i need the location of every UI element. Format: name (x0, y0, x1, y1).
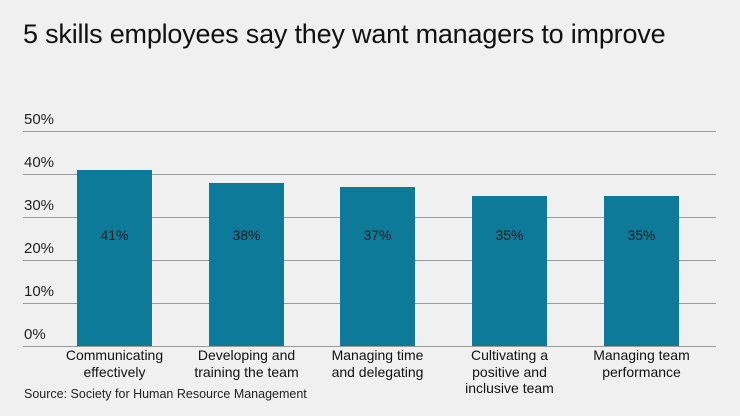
bar-value-label: 41% (100, 227, 129, 244)
y-axis-tick-label: 10% (24, 283, 55, 300)
gridline (23, 131, 716, 132)
source-note: Source: Society for Human Resource Manag… (24, 387, 307, 401)
y-axis-tick-label: 30% (24, 197, 55, 214)
bar-value-label: 38% (232, 227, 261, 244)
gridline (23, 174, 716, 175)
x-axis-category-label: Developing and training the team (194, 347, 299, 380)
y-axis-tick-label: 20% (24, 240, 55, 257)
bar: 41% (77, 169, 152, 346)
chart-title: 5 skills employees say they want manager… (23, 19, 666, 49)
gridline (23, 346, 716, 347)
bar: 38% (209, 182, 284, 346)
bar: 35% (472, 195, 547, 346)
bar-value-label: 35% (495, 227, 524, 244)
bar: 37% (340, 186, 415, 346)
bar-value-label: 37% (363, 227, 392, 244)
x-axis-category-label: Managing time and delegating (331, 347, 424, 380)
bar-value-label: 35% (627, 227, 656, 244)
x-axis-category-label: Communicating effectively (65, 347, 164, 380)
bar: 35% (604, 195, 679, 346)
y-axis-tick-label: 40% (24, 154, 55, 171)
y-axis-tick-label: 0% (24, 326, 46, 343)
y-axis-tick-label: 50% (24, 111, 55, 128)
x-axis-category-label: Cultivating a positive and inclusive team (465, 347, 554, 396)
x-axis-category-label: Managing team performance (593, 347, 690, 380)
